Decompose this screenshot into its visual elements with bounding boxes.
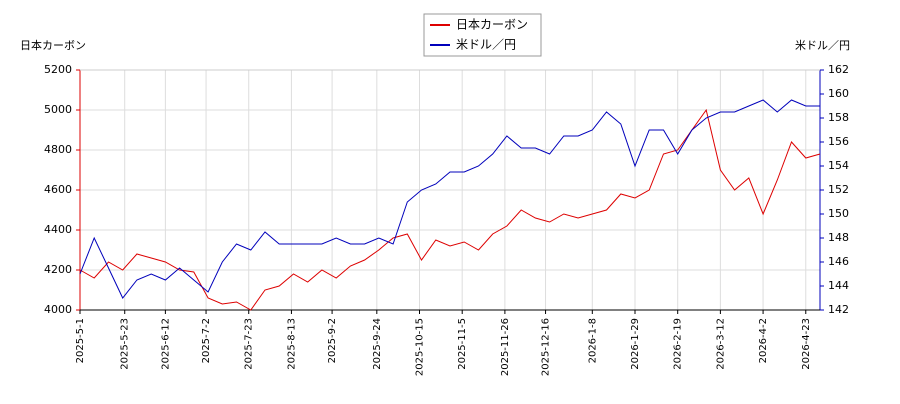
x-tick-label: 2025-11-26 — [500, 318, 511, 376]
y-tick-label: 5200 — [44, 63, 72, 76]
y2-tick-label: 146 — [828, 255, 849, 268]
series-line — [79, 108, 821, 311]
x-tick-label: 2025-7-23 — [244, 318, 255, 370]
x-tick-label: 2025-9-24 — [372, 318, 383, 370]
x-tick-label: 2025-10-15 — [415, 318, 426, 376]
y2-tick-label: 144 — [828, 279, 849, 292]
x-tick-label: 2025-12-16 — [541, 318, 552, 376]
x-tick-label: 2025-7-2 — [201, 318, 212, 363]
y-axis-title: 日本カーボン — [20, 38, 86, 52]
x-tick-label: 2025-6-12 — [160, 318, 171, 370]
y-tick-label: 4200 — [44, 263, 72, 276]
x-tick-label: 2026-1-8 — [587, 318, 598, 363]
y2-tick-label: 154 — [828, 159, 849, 172]
x-tick-label: 2026-4-23 — [801, 318, 812, 370]
legend-label: 米ドル／円 — [456, 38, 516, 52]
y-tick-label: 4800 — [44, 143, 72, 156]
series-line — [79, 99, 820, 299]
y2-tick-label: 148 — [828, 231, 849, 244]
y2-tick-label: 142 — [828, 303, 849, 316]
legend-box — [423, 13, 542, 57]
x-tick-label: 2025-11-5 — [457, 318, 468, 370]
x-tick-label: 2026-2-19 — [673, 318, 684, 370]
y2-tick-label: 152 — [828, 183, 849, 196]
x-tick-label: 2025-5-1 — [75, 318, 86, 363]
y2-tick-label: 160 — [828, 87, 849, 100]
x-tick-label: 2026-3-12 — [715, 318, 726, 370]
y-tick-label: 5000 — [44, 103, 72, 116]
y2-tick-label: 150 — [828, 207, 849, 220]
x-tick-label: 2026-4-2 — [758, 318, 769, 363]
legend-label: 日本カーボン — [456, 18, 528, 32]
x-tick-label: 2025-9-2 — [327, 318, 338, 363]
x-tick-label: 2025-5-23 — [120, 318, 131, 370]
y-tick-label: 4000 — [44, 303, 72, 316]
y2-tick-label: 158 — [828, 111, 849, 124]
y2-tick-label: 162 — [828, 63, 849, 76]
y2-tick-label: 156 — [828, 135, 849, 148]
y-tick-label: 4600 — [44, 183, 72, 196]
x-tick-label: 2025-8-13 — [286, 318, 297, 370]
y-tick-label: 4400 — [44, 223, 72, 236]
x-tick-label: 2026-1-29 — [630, 318, 641, 370]
y2-axis-title: 米ドル／円 — [795, 39, 850, 52]
